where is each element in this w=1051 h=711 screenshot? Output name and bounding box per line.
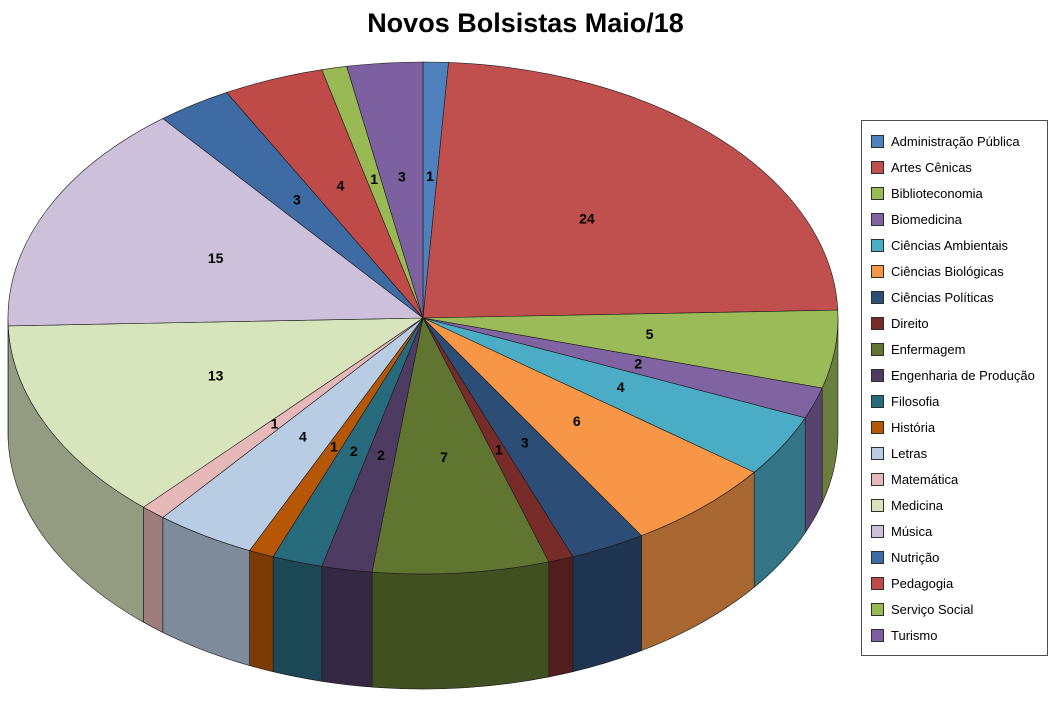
slice-value-label: 4 xyxy=(337,177,345,193)
pie-slice xyxy=(371,317,550,575)
legend-swatch xyxy=(871,342,884,356)
legend-swatch xyxy=(871,550,884,564)
legend-label: Biblioteconomia xyxy=(891,185,983,201)
legend-item: Biomedicina xyxy=(867,206,1042,232)
slice-value-label: 1 xyxy=(370,171,378,187)
slice-value-label: 13 xyxy=(208,368,224,384)
legend-swatch xyxy=(871,212,884,226)
legend-label: Pedagogia xyxy=(891,575,954,591)
slice-value-label: 15 xyxy=(208,250,224,266)
slice-value-label: 1 xyxy=(426,168,434,184)
legend-item: Letras xyxy=(867,440,1042,466)
legend-item: Música xyxy=(867,518,1042,544)
legend-swatch xyxy=(871,602,884,616)
legend-item: História xyxy=(867,414,1042,440)
legend-item: Ciências Biológicas xyxy=(867,258,1042,284)
slice-value-label: 6 xyxy=(573,413,581,429)
legend-label: História xyxy=(891,419,936,435)
pie-slice xyxy=(7,317,425,508)
legend-swatch xyxy=(871,498,884,512)
legend-swatch xyxy=(871,264,884,278)
legend-label: Engenharia de Produção xyxy=(891,367,1035,383)
legend-label: Medicina xyxy=(891,497,944,513)
legend-swatch xyxy=(871,290,884,304)
legend-item: Serviço Social xyxy=(867,596,1042,622)
pie-slice-wall xyxy=(321,565,373,688)
pie-slice xyxy=(7,118,424,327)
pie-slice xyxy=(422,317,755,537)
legend-item: Ciências Ambientais xyxy=(867,232,1042,258)
legend-label: Letras xyxy=(891,445,928,461)
pie-slice-wall xyxy=(272,556,323,682)
legend-item: Enfermagem xyxy=(867,336,1042,362)
legend-label: Direito xyxy=(891,315,929,331)
legend-item: Direito xyxy=(867,310,1042,336)
chart-title: Novos Bolsistas Maio/18 xyxy=(367,8,684,38)
pie-slice-wall xyxy=(572,535,642,673)
legend-label: Matemática xyxy=(891,471,959,487)
legend-label: Biomedicina xyxy=(891,211,962,227)
pie-slice xyxy=(346,61,424,319)
slice-value-label: 1 xyxy=(495,441,503,457)
legend-item: Engenharia de Produção xyxy=(867,362,1042,388)
slice-value-label: 4 xyxy=(617,379,625,395)
pie-slice-wall xyxy=(143,506,164,633)
slice-value-label: 3 xyxy=(398,169,406,185)
legend-item: Pedagogia xyxy=(867,570,1042,596)
legend-swatch xyxy=(871,316,884,330)
legend-label: Ciências Políticas xyxy=(891,289,994,305)
slice-value-label: 2 xyxy=(350,443,358,459)
legend-item: Filosofia xyxy=(867,388,1042,414)
legend-label: Serviço Social xyxy=(891,601,974,617)
legend-swatch xyxy=(871,628,884,642)
legend-label: Enfermagem xyxy=(891,341,966,357)
legend-item: Matemática xyxy=(867,466,1042,492)
slice-value-label: 2 xyxy=(634,355,642,371)
slice-value-label: 7 xyxy=(440,449,448,465)
legend-label: Filosofia xyxy=(891,393,940,409)
legend-item: Biblioteconomia xyxy=(867,180,1042,206)
pie-slice-wall xyxy=(249,550,274,673)
slice-value-label: 24 xyxy=(579,211,595,227)
legend-swatch xyxy=(871,134,884,148)
legend-label: Música xyxy=(891,523,933,539)
legend-swatch xyxy=(871,446,884,460)
legend-item: Ciências Políticas xyxy=(867,284,1042,310)
legend-item: Artes Cênicas xyxy=(867,154,1042,180)
legend-item: Administração Pública xyxy=(867,128,1042,154)
legend-label: Ciências Biológicas xyxy=(891,263,1004,279)
legend-item: Turismo xyxy=(867,622,1042,648)
legend-label: Turismo xyxy=(891,627,938,643)
legend-item: Nutrição xyxy=(867,544,1042,570)
legend-swatch xyxy=(871,186,884,200)
pie-slice xyxy=(422,62,839,319)
legend-swatch xyxy=(871,524,884,538)
legend-label: Artes Cênicas xyxy=(891,159,972,175)
legend-item: Medicina xyxy=(867,492,1042,518)
legend-label: Ciências Ambientais xyxy=(891,237,1009,253)
pie-slice-wall xyxy=(548,556,574,678)
slice-value-label: 1 xyxy=(271,416,279,432)
slice-value-label: 2 xyxy=(377,447,385,463)
slice-value-label: 5 xyxy=(646,326,654,342)
legend-swatch xyxy=(871,160,884,174)
legend-label: Nutrição xyxy=(891,549,940,565)
legend-swatch xyxy=(871,576,884,590)
legend-swatch xyxy=(871,420,884,434)
pie-slice-wall xyxy=(371,561,550,690)
slice-value-label: 1 xyxy=(330,438,338,454)
slice-value-label: 3 xyxy=(521,435,529,451)
legend-swatch xyxy=(871,238,884,252)
chart-legend: Administração Pública Artes Cênicas Biblio… xyxy=(861,120,1048,656)
legend-swatch xyxy=(871,394,884,408)
slice-value-label: 4 xyxy=(299,428,307,444)
slice-value-label: 3 xyxy=(293,191,301,207)
legend-label: Administração Pública xyxy=(891,133,1020,149)
legend-swatch xyxy=(871,472,884,486)
legend-swatch xyxy=(871,368,884,382)
